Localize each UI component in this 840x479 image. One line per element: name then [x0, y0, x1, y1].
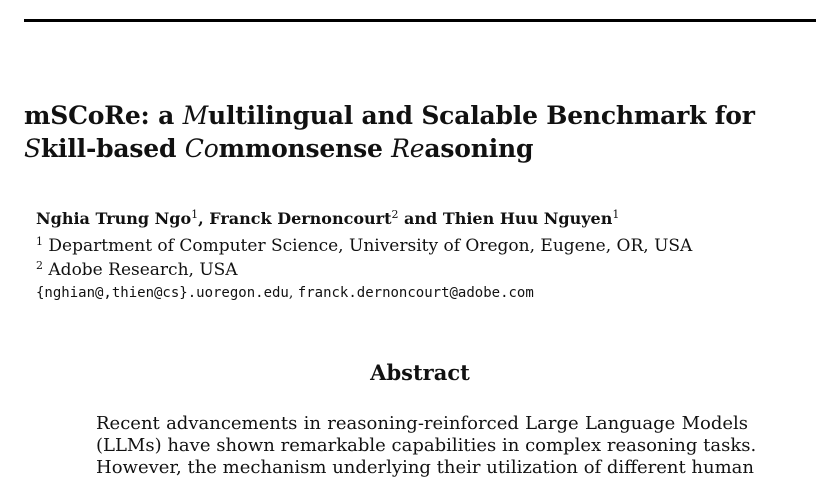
paper-title: mSCoRe: a Multilingual and Scalable Benc… — [24, 101, 755, 163]
email-adobe[interactable]: franck.dernoncourt@adobe.com — [297, 285, 534, 301]
abstract-line: However, the mechanism underlying their … — [96, 457, 755, 478]
top-rule — [24, 19, 816, 22]
affiliation-1: 1 Department of Computer Science, Univer… — [36, 235, 693, 256]
email-uoregon[interactable]: {nghian@,thien@cs}.uoregon.edu — [36, 285, 289, 301]
author-name: Thien Huu Nguyen — [442, 209, 613, 228]
abstract-line: (LLMs) have shown remarkable capabilitie… — [96, 435, 757, 456]
author-list: Nghia Trung Ngo1, Franck Dernoncourt2 an… — [36, 208, 620, 228]
abstract-body: Recent advancements in reasoning-reinfor… — [96, 413, 757, 479]
abstract-line: Recent advancements in reasoning-reinfor… — [96, 413, 748, 434]
author-name: Franck Dernoncourt — [209, 209, 392, 228]
contact-emails: {nghian@,thien@cs}.uoregon.edu, franck.d… — [36, 285, 534, 301]
author-name: Nghia Trung Ngo — [36, 209, 192, 228]
affiliation-2: 2 Adobe Research, USA — [36, 259, 238, 280]
abstract-heading: Abstract — [370, 360, 470, 385]
